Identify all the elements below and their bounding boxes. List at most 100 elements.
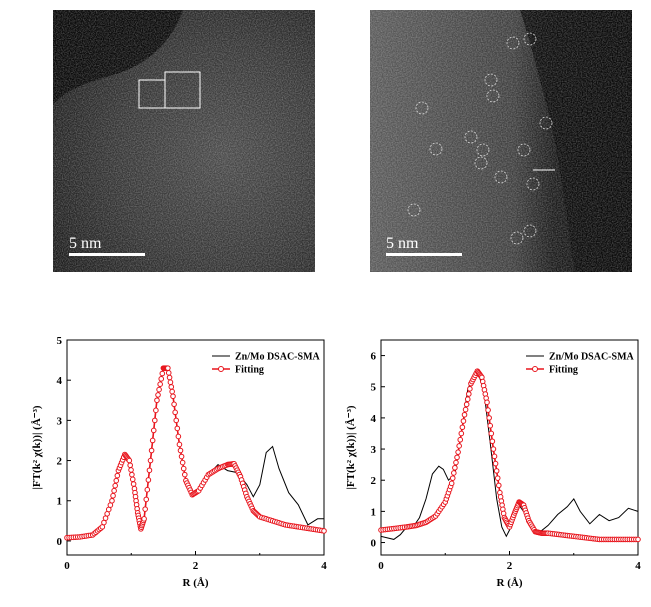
series-line-sample bbox=[380, 370, 639, 540]
fitting-marker bbox=[454, 454, 460, 461]
fitting-marker bbox=[495, 482, 502, 489]
fitting-marker bbox=[466, 391, 472, 397]
micrograph-left-image: 5 nm bbox=[53, 10, 315, 272]
fitting-marker bbox=[457, 436, 464, 443]
fitting-marker bbox=[456, 443, 462, 449]
fitting-marker bbox=[461, 411, 468, 418]
y-tick-label: 2 bbox=[371, 475, 377, 487]
scale-bar bbox=[69, 253, 145, 256]
atom-marker-circle bbox=[526, 177, 540, 191]
atom-marker-circle bbox=[486, 89, 500, 103]
fitting-marker bbox=[157, 381, 163, 388]
fitting-marker bbox=[489, 438, 496, 445]
fitting-marker bbox=[126, 457, 133, 464]
fitting-marker bbox=[635, 536, 641, 543]
fitting-marker bbox=[451, 470, 457, 476]
ft-exafs-chart-right: 0 2 4 0 1 2 3 4 5 6 R (Å) |FT(k² χ(k))| (Å⁻³) Zn/Mo … bbox=[320, 330, 651, 590]
fitting-marker bbox=[153, 407, 159, 414]
atom-marker-circle bbox=[407, 203, 421, 217]
fitting-marker bbox=[127, 462, 133, 469]
fitting-marker bbox=[179, 459, 186, 466]
legend-marker bbox=[532, 366, 538, 372]
y-tick-label: 1 bbox=[371, 506, 377, 518]
fitting-marker bbox=[460, 418, 467, 424]
fitting-marker bbox=[490, 446, 497, 452]
y-tick-label: 4 bbox=[57, 375, 63, 387]
fitting-marker bbox=[321, 528, 327, 534]
fitting-marker bbox=[487, 422, 494, 429]
x-axis-title: R (Å) bbox=[183, 577, 209, 589]
fitting-marker bbox=[171, 401, 177, 408]
micrograph-right: 5 nm bbox=[370, 10, 632, 272]
fitting-marker bbox=[166, 374, 173, 381]
fitting-marker bbox=[129, 476, 136, 483]
fitting-marker bbox=[493, 468, 500, 474]
fitting-marker bbox=[148, 447, 155, 454]
fitting-marker bbox=[464, 396, 471, 403]
atom-marker-circle bbox=[517, 143, 531, 157]
fitting-marker bbox=[112, 482, 118, 489]
fitting-marker bbox=[452, 464, 458, 471]
atom-marker-circle bbox=[484, 73, 498, 87]
fitting-marker bbox=[173, 417, 180, 424]
fitting-marker bbox=[130, 481, 137, 487]
fitting-marker bbox=[143, 496, 150, 503]
fitting-marker bbox=[484, 399, 490, 406]
fitting-marker bbox=[129, 471, 135, 478]
fitting-marker bbox=[146, 467, 153, 474]
fitting-marker bbox=[128, 467, 134, 473]
y-tick-label: 3 bbox=[57, 415, 63, 427]
fitting-marker bbox=[109, 497, 115, 504]
micrograph-right-image: 5 nm bbox=[370, 10, 632, 272]
x-tick-label: 2 bbox=[193, 560, 199, 572]
fitting-marker bbox=[168, 384, 175, 390]
atom-markers bbox=[407, 32, 553, 245]
fitting-marker bbox=[113, 477, 120, 484]
fitting-marker bbox=[169, 388, 175, 395]
atom-marker-circle bbox=[506, 36, 520, 50]
fitting-marker bbox=[453, 459, 459, 466]
y-tick-label: 5 bbox=[371, 382, 377, 394]
fitting-marker bbox=[462, 406, 469, 413]
fitting-marker bbox=[110, 492, 116, 499]
fitting-marker bbox=[177, 447, 184, 454]
x-tick-label: 0 bbox=[64, 560, 70, 572]
x-tick-label: 4 bbox=[635, 560, 641, 572]
y-tick-label: 0 bbox=[371, 538, 377, 550]
y-axis-title: |FT(k² χ(k))| (Å⁻³) bbox=[345, 405, 357, 489]
fitting-marker bbox=[174, 425, 181, 432]
legend-label: Zn/Mo DSAC-SMA bbox=[235, 352, 321, 363]
micrograph-left: 5 nm bbox=[53, 10, 315, 272]
fitting-marker bbox=[458, 430, 465, 437]
y-tick-label: 2 bbox=[57, 456, 63, 468]
fitting-marker bbox=[181, 471, 188, 478]
fitting-marker bbox=[172, 409, 178, 416]
fitting-marker bbox=[154, 397, 160, 404]
atom-marker-circle bbox=[429, 142, 443, 156]
fitting-marker bbox=[494, 475, 501, 481]
x-tick-label: 2 bbox=[507, 560, 513, 572]
chart-right-svg: 0 2 4 0 1 2 3 4 5 6 R (Å) |FT(k² χ(k))| (Å⁻³) Zn/Mo … bbox=[345, 339, 641, 589]
fitting-marker bbox=[467, 386, 473, 392]
fitting-marker bbox=[455, 449, 461, 455]
y-axis-title: |FT(k² χ(k))| (Å⁻³) bbox=[31, 405, 43, 489]
fitting-marker bbox=[459, 424, 466, 431]
ft-exafs-chart-left: 0 2 4 0 1 2 3 4 5 R (Å) |FT(k² χ(k))| (Å⁻³) Zn/Mo D… bbox=[0, 330, 330, 590]
atom-marker-circle bbox=[523, 224, 537, 238]
fitting-marker bbox=[114, 472, 121, 479]
legend-marker bbox=[218, 366, 224, 372]
fitting-marker bbox=[178, 453, 185, 460]
fitting-marker bbox=[144, 486, 151, 493]
x-tick-label: 0 bbox=[378, 560, 384, 572]
fitting-marker bbox=[448, 480, 455, 487]
atom-marker-circle bbox=[464, 130, 478, 144]
y-tick-label: 0 bbox=[57, 536, 63, 548]
x-axis-title: R (Å) bbox=[497, 577, 523, 589]
fitting-marker bbox=[176, 441, 183, 448]
fitting-marker bbox=[158, 376, 165, 382]
atom-marker-circle bbox=[539, 116, 553, 130]
atom-marker-circle bbox=[494, 170, 508, 184]
y-tick-label: 5 bbox=[57, 335, 63, 347]
fitting-marker bbox=[147, 457, 154, 464]
fitting-marker bbox=[491, 453, 498, 460]
